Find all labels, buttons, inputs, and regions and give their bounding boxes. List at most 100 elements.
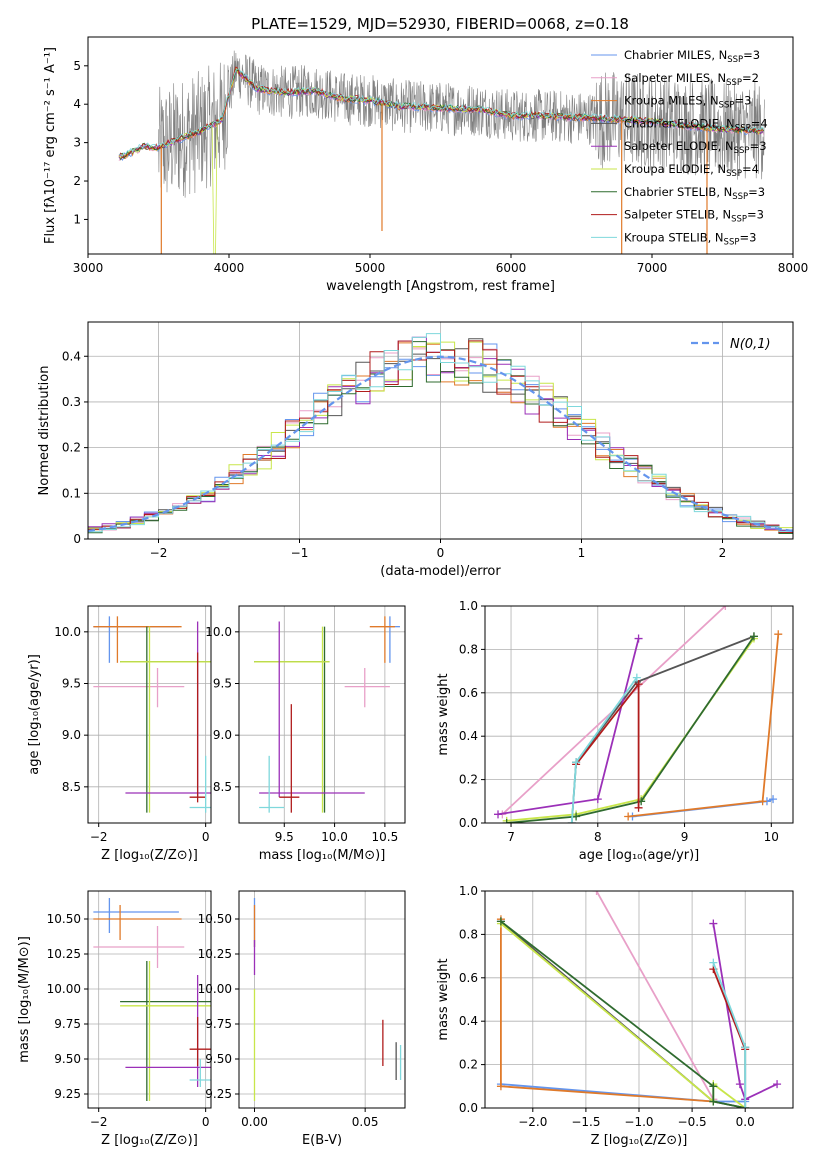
spectrum-plot-area	[118, 50, 765, 254]
axes-frame	[87, 321, 794, 540]
kroupa-miles-weight-marker	[496, 1082, 505, 1091]
salpeter-elodie-weight-line	[497, 638, 640, 816]
legend-label: Kroupa STELIB, N	[624, 230, 724, 244]
x-tick-label: 0	[202, 830, 210, 844]
x-tick-label: 10.0	[321, 830, 348, 844]
salpeter-elodie-weight-marker	[494, 810, 503, 819]
legend-entry: Chabrier ELODIE, NSSP=4	[624, 116, 768, 133]
figure-title: PLATE=1529, MJD=52930, FIBERID=0068, z=0…	[251, 15, 629, 33]
chabrier-stelib-weight-marker	[749, 632, 758, 641]
y-tick-label: 9.0	[62, 728, 81, 742]
x-tick-label: 0.0	[736, 1115, 755, 1129]
age_vs_Z-axes: −2 0 8.5 9.0 9.5 10.0 Z [log₁₀(Z/Z⊙)] age [log₁…	[27, 605, 212, 863]
kroupa-stelib-weight-marker	[741, 1043, 750, 1052]
x-axis-label: Z [log₁₀(Z/Z⊙)]	[101, 1133, 198, 1148]
legend-label: Salpeter MILES, N	[624, 71, 726, 85]
y-tick-label: 5	[73, 59, 81, 73]
y-axis-label: mass [log₁₀(M/M⊙)]	[17, 936, 32, 1063]
weight_vs_Z-axes: −2.0 −1.5 −1.0 −0.5 0.0 0.0 0.2 0.4 0.6 0.8 1.0 Z […	[436, 884, 794, 1148]
y-tick-label: 0.8	[459, 642, 478, 656]
y-tick-label: 1.0	[459, 884, 478, 898]
legend-suffix: =3	[748, 185, 765, 199]
legend-subscript: SSP	[724, 237, 740, 247]
y-tick-label: 10.00	[47, 982, 81, 996]
x-tick-label: 3000	[73, 261, 104, 275]
mass_vs_ebv-axes: 0.00 0.05 9.25 9.50 9.75 10.00 10.25 10.50 E(B-V…	[198, 890, 406, 1148]
kroupa-miles-weight-marker	[624, 812, 633, 821]
age_vs_Z-plot-area	[93, 616, 211, 813]
spectrum-axes: 3000 4000 5000 6000 7000 8000 1 2 3 4 5 wavelength …	[43, 36, 809, 294]
chabrier-stelib-weight-line	[506, 635, 755, 823]
y-tick-label: 3	[73, 136, 81, 150]
y-axis-label: age [log₁₀(age/yr)]	[27, 654, 42, 775]
legend-label: Chabrier MILES, N	[624, 48, 727, 62]
legend-suffix: =3	[750, 139, 767, 153]
chabrier-stelib-weight-marker	[709, 1082, 718, 1091]
y-tick-label: 9.25	[205, 1087, 232, 1101]
y-tick-label: 8.5	[62, 780, 81, 794]
axes-frame	[87, 605, 212, 824]
legend-subscript: SSP	[726, 169, 742, 179]
legend-suffix: =3	[743, 48, 760, 62]
age_vs_mass-axes: 9.5 10.0 10.5 8.5 9.0 9.5 10.0 mass [log₁₀(M/M⊙…	[205, 605, 406, 863]
legend-label: Kroupa ELODIE, N	[624, 162, 726, 176]
legend-entry: Kroupa STELIB, NSSP=3	[624, 230, 756, 247]
x-tick-label: 9	[681, 830, 689, 844]
y-tick-label: 9.50	[205, 1052, 232, 1066]
x-axis-label: age [log₁₀(age/yr)]	[579, 848, 700, 863]
x-tick-label: 6000	[496, 261, 527, 275]
x-axis-label: wavelength [Angstrom, rest frame]	[326, 279, 555, 294]
x-tick-label: 2	[719, 546, 727, 560]
legend-entry: Salpeter ELODIE, NSSP=3	[624, 139, 767, 156]
legend-suffix: =3	[747, 208, 764, 222]
x-tick-label: −2	[150, 546, 168, 560]
x-tick-label: −2	[90, 830, 108, 844]
chabrier-miles-weight-line	[500, 1083, 746, 1103]
x-tick-label: 10.5	[372, 830, 399, 844]
x-axis-label: E(B-V)	[302, 1133, 342, 1148]
x-axis-label: Z [log₁₀(Z/Z⊙)]	[591, 1133, 688, 1148]
salpeter-elodie-weight-marker	[593, 795, 602, 804]
legend-label: Kroupa MILES, N	[624, 94, 719, 108]
mass_vs_Z-plot-area	[93, 898, 211, 1101]
kroupa-miles-weight-marker	[758, 797, 767, 806]
y-tick-label: 0.4	[459, 729, 478, 743]
y-tick-label: 0.2	[459, 1058, 478, 1072]
chabrier-stelib-weight-marker	[496, 917, 505, 926]
kroupa-stelib-weight-marker	[709, 958, 718, 967]
legend-suffix: =2	[742, 71, 759, 85]
x-tick-label: 0.05	[352, 1115, 379, 1129]
x-tick-label: −2.0	[518, 1115, 547, 1129]
y-tick-label: 9.0	[213, 728, 232, 742]
x-axis-label: Z [log₁₀(Z/Z⊙)]	[101, 848, 198, 863]
chabrier-stelib-weight-marker	[709, 1097, 718, 1106]
x-tick-label: 8000	[778, 261, 809, 275]
x-tick-label: 0.00	[241, 1115, 268, 1129]
y-tick-label: 0.4	[62, 349, 81, 363]
salpeter-stelib-weight-line	[575, 681, 640, 808]
salpeter-elodie-weight-marker	[773, 1080, 782, 1089]
kroupa-stelib-weight-marker	[632, 673, 641, 682]
y-tick-label: 1	[73, 212, 81, 226]
y-tick-label: 1.0	[459, 599, 478, 613]
y-tick-label: 9.75	[54, 1017, 81, 1031]
kroupa-stelib-weight-marker	[567, 819, 576, 823]
x-tick-label: 0	[202, 1115, 210, 1129]
x-tick-label: −2	[90, 1115, 108, 1129]
legend-suffix: =4	[742, 162, 759, 176]
salpeter-miles-weight-line	[595, 891, 715, 1100]
salpeter-stelib-weight-line	[712, 968, 747, 1050]
x-tick-label: 9.5	[275, 830, 294, 844]
legend-subscript: SSP	[735, 123, 751, 133]
legend-subscript: SSP	[727, 55, 743, 65]
y-tick-label: 10.0	[54, 625, 81, 639]
y-tick-label: 10.25	[47, 947, 81, 961]
x-tick-label: 4000	[214, 261, 245, 275]
x-tick-label: 7000	[637, 261, 668, 275]
axes-frame	[238, 890, 406, 1109]
y-tick-label: 0.6	[459, 686, 478, 700]
y-tick-label: 0.2	[459, 773, 478, 787]
legend-entry: Chabrier STELIB, NSSP=3	[624, 185, 765, 202]
y-tick-label: 9.50	[54, 1052, 81, 1066]
